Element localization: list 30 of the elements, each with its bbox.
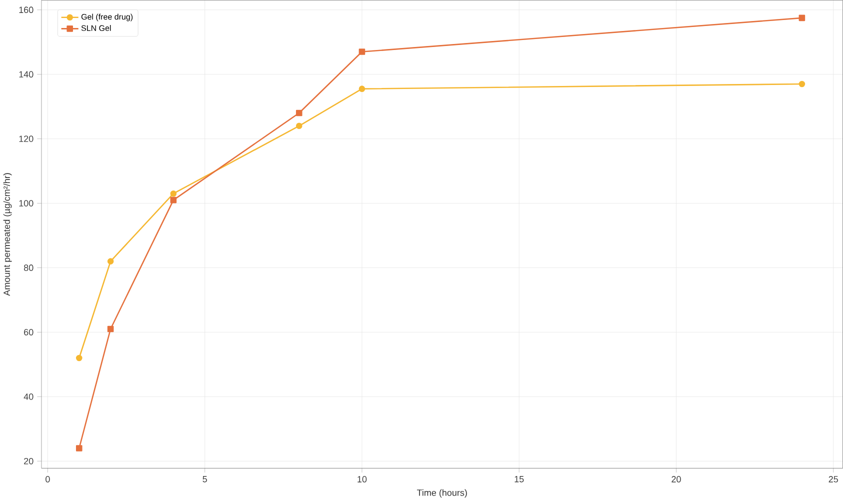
- point: [107, 258, 114, 264]
- point: [170, 196, 177, 204]
- x-tick-label: 0: [46, 476, 50, 482]
- x-axis-title: Time (hours): [416, 489, 467, 498]
- point: [76, 445, 82, 452]
- point: [358, 48, 366, 55]
- point: [798, 14, 806, 22]
- y-tick-label: 80: [24, 264, 34, 271]
- point: [107, 326, 114, 332]
- x-tick-label: 20: [672, 476, 681, 482]
- legend-label: SLN Gel: [81, 25, 111, 31]
- point: [76, 354, 82, 362]
- legend-label: Gel (free drug): [81, 14, 133, 22]
- y-tick-label: 100: [19, 200, 34, 206]
- y-tick-label: 20: [24, 458, 34, 464]
- y-tick-label: 120: [19, 136, 34, 142]
- x-tick-label: 15: [514, 476, 524, 482]
- y-tick-label: 60: [24, 329, 34, 336]
- y-tick-label: 40: [24, 393, 34, 400]
- point: [358, 86, 366, 92]
- point: [170, 190, 177, 197]
- x-tick-label: 5: [202, 476, 207, 482]
- y-tick-label: 140: [19, 71, 34, 78]
- point: [296, 110, 302, 116]
- point: [798, 80, 806, 88]
- point: [296, 122, 302, 130]
- y-tick-label: 160: [19, 6, 34, 14]
- y-axis-title: Amount permeated (µg/cm²/hr): [3, 173, 12, 296]
- x-tick-label: 10: [358, 476, 367, 482]
- x-tick-label: 25: [828, 476, 838, 482]
